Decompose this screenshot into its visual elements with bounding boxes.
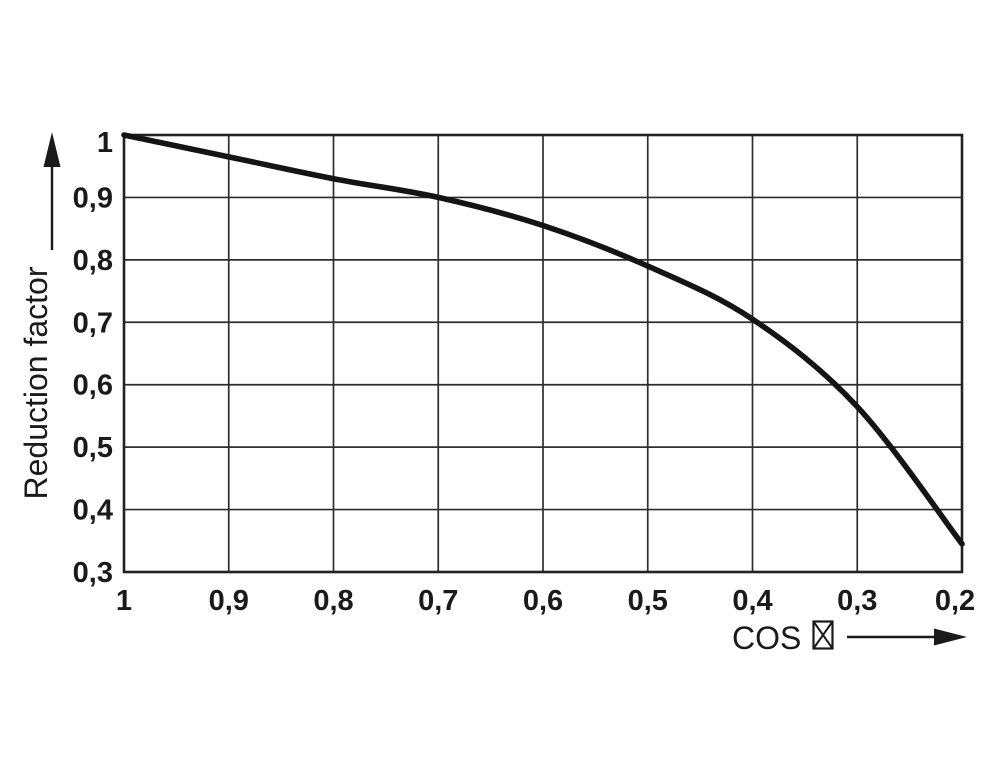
- x-tick-label: 0,3: [837, 585, 877, 617]
- y-tick-label: 1: [97, 127, 113, 159]
- reduction-curve: [121, 132, 965, 547]
- x-tick-label: 0,2: [935, 585, 975, 617]
- y-tick-label: 0,7: [73, 307, 113, 339]
- grid: [123, 134, 963, 573]
- plot-border: [122, 133, 964, 574]
- x-tick-label: 0,6: [523, 585, 563, 617]
- x-tick-label: 0,7: [418, 585, 458, 617]
- y-axis-arrow-head-icon: [43, 132, 61, 167]
- missing-glyph-icon: [812, 620, 834, 650]
- y-tick-label: 0,5: [73, 432, 113, 464]
- x-tick-label: 0,8: [313, 585, 353, 617]
- x-axis-label-group: COS: [732, 620, 967, 656]
- y-tick-labels: 1 0,9 0,8 0,7 0,6 0,5 0,4 0,3: [73, 127, 113, 589]
- x-tick-label: 0,9: [209, 585, 249, 617]
- x-tick-label: 0,5: [628, 585, 668, 617]
- y-tick-label: 0,9: [73, 182, 113, 214]
- y-axis-label: Reduction factor: [18, 266, 54, 499]
- x-tick-label: 0,4: [732, 585, 772, 617]
- y-tick-label: 0,6: [73, 370, 113, 402]
- y-tick-label: 0,8: [73, 245, 113, 277]
- y-tick-label: 0,3: [73, 557, 113, 589]
- x-axis-arrow-head-icon: [934, 628, 967, 646]
- x-tick-labels: 1 0,9 0,8 0,7 0,6 0,5 0,4 0,3 0,2: [116, 585, 975, 617]
- x-axis-label: COS: [732, 620, 801, 656]
- y-axis-label-group: Reduction factor: [18, 132, 61, 500]
- y-tick-label: 0,4: [73, 495, 113, 527]
- x-tick-label: 1: [116, 585, 132, 617]
